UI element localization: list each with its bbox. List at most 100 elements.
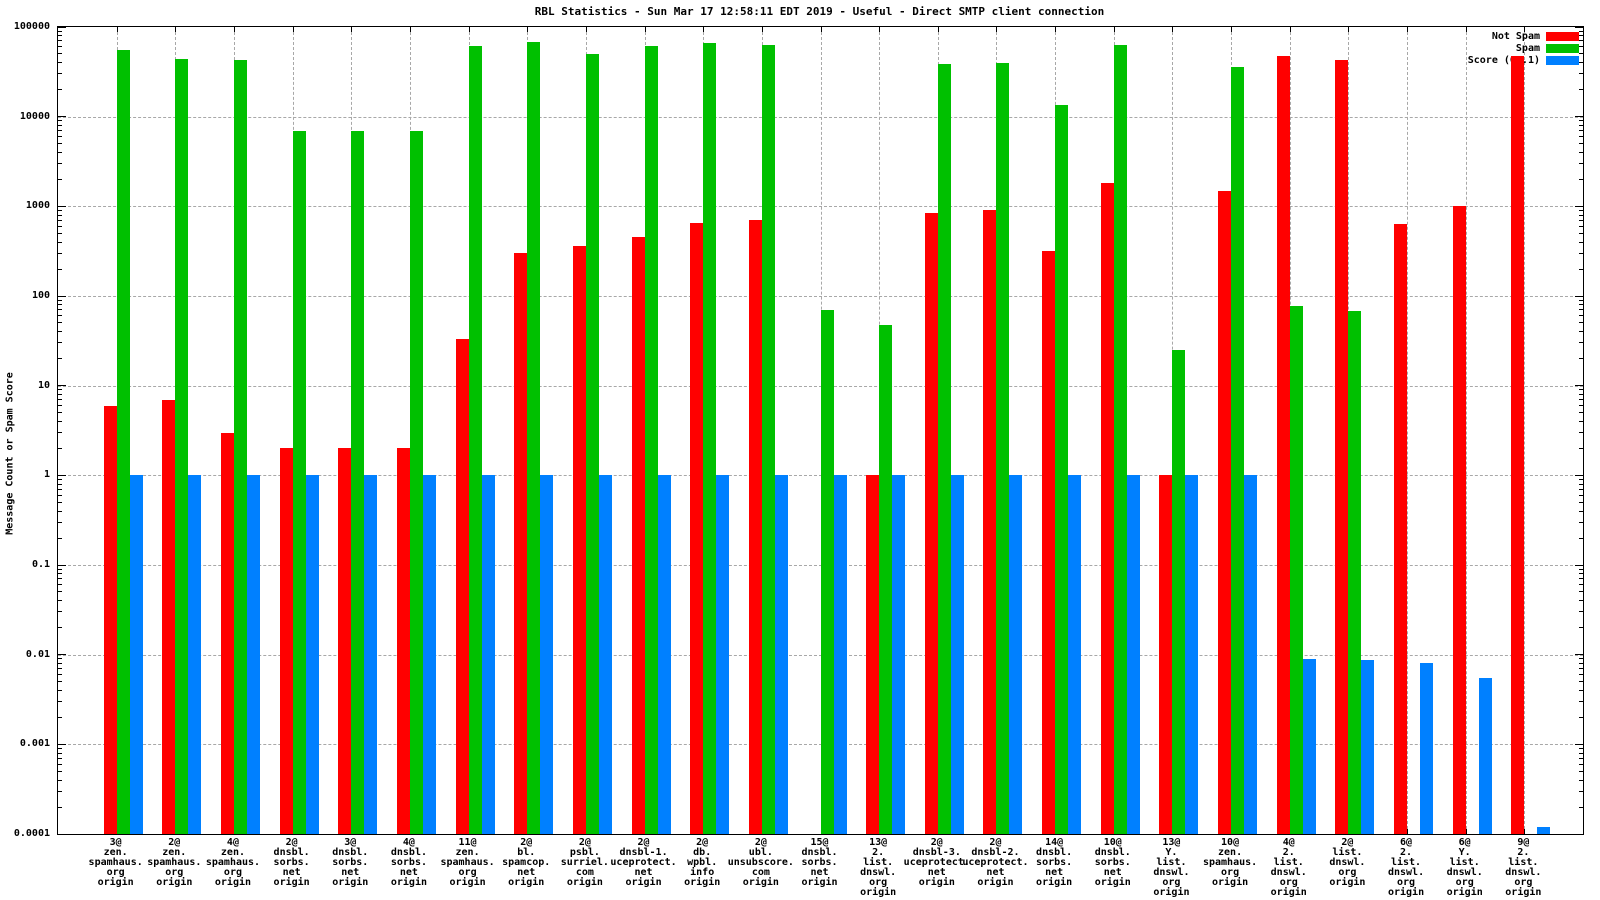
x-tick: [293, 27, 294, 32]
x-tick-label: 2@ db. wpbl. info origin: [647, 838, 757, 888]
x-tick-label-line: origin: [801, 877, 838, 888]
bar-score-0-1--18: [1185, 475, 1198, 834]
x-tick: [351, 27, 352, 32]
x-tick-label-line: origin: [1329, 877, 1366, 888]
y-minor-tick: [1579, 46, 1583, 48]
h-gridline: [58, 296, 1583, 297]
y-minor-tick: [58, 747, 62, 749]
y-minor-tick: [1579, 241, 1583, 243]
bar-score-0-1--23: [1479, 678, 1492, 834]
y-minor-tick: [1579, 315, 1583, 317]
y-minor-tick: [58, 763, 62, 765]
x-tick-label-line: origin: [390, 877, 427, 888]
y-minor-tick: [1579, 488, 1583, 490]
bar-not-spam-16: [1042, 251, 1055, 834]
y-minor-tick: [1579, 62, 1583, 64]
x-tick-label-line: unsubscore.: [727, 857, 794, 868]
x-tick-label-line: org: [458, 867, 477, 878]
x-tick-label-line: 3@: [109, 837, 122, 848]
y-major-tick: [1575, 385, 1583, 387]
x-tick-label: 4@ zen. spamhaus. org origin: [178, 838, 288, 888]
x-tick-label-line: origin: [214, 877, 252, 888]
x-tick: [762, 27, 763, 32]
y-minor-tick: [1579, 268, 1583, 270]
bar-not-spam-13: [866, 475, 879, 834]
x-tick-label-line: 2.: [1282, 847, 1295, 858]
bar-score-0-1--11: [775, 475, 788, 834]
y-minor-tick: [58, 268, 62, 270]
h-gridline: [58, 475, 1583, 477]
y-minor-tick: [1579, 53, 1583, 55]
x-tick-label-line: 2.: [1517, 847, 1530, 858]
y-minor-tick: [1579, 389, 1583, 391]
y-minor-tick: [58, 779, 62, 781]
y-minor-tick: [1579, 681, 1583, 683]
y-minor-tick: [1579, 214, 1583, 216]
x-tick-label-line: net: [282, 867, 301, 878]
y-minor-tick: [1579, 143, 1583, 145]
x-tick: [117, 27, 118, 32]
y-major-tick: [1575, 295, 1583, 297]
x-tick-label: 2@ ubl. unsubscore. com origin: [706, 838, 816, 888]
bar-score-0-1--13: [892, 475, 905, 834]
x-tick-label-line: list.: [1156, 857, 1187, 868]
y-minor-tick: [58, 399, 62, 401]
x-tick-label-line: dnsbl.: [273, 847, 310, 858]
y-minor-tick: [58, 757, 62, 759]
x-tick-label-line: list.: [1332, 847, 1363, 858]
bar-not-spam-0: [104, 406, 117, 834]
y-minor-tick: [58, 130, 62, 132]
y-minor-tick: [58, 537, 62, 539]
y-minor-tick: [58, 120, 62, 122]
y-minor-tick: [1579, 232, 1583, 234]
bar-spam-19: [1231, 67, 1244, 834]
y-minor-tick: [58, 163, 62, 165]
y-tick-label: 0.01: [25, 648, 50, 660]
y-major-tick: [58, 116, 66, 118]
bar-not-spam-2: [221, 433, 234, 834]
y-minor-tick: [58, 501, 62, 503]
y-minor-tick: [58, 770, 62, 772]
x-tick-label: 2@ zen. spamhaus. org origin: [119, 838, 229, 888]
y-minor-tick: [58, 143, 62, 145]
x-tick-label-line: sorbs.: [390, 857, 427, 868]
x-tick-label-line: dnsbl.: [332, 847, 369, 858]
y-minor-tick: [58, 668, 62, 670]
y-minor-tick: [58, 178, 62, 180]
x-tick-label-line: zen.: [103, 847, 128, 858]
x-tick-label-line: origin: [1153, 887, 1190, 898]
x-tick-label-line: uceprotect.: [610, 857, 677, 868]
y-minor-tick: [1579, 130, 1583, 132]
y-minor-tick: [58, 241, 62, 243]
bar-not-spam-15: [983, 210, 996, 834]
x-tick-label: 2@ psbl. surriel. com origin: [530, 838, 640, 888]
x-tick-label-line: 10@: [1103, 837, 1122, 848]
x-tick-label-line: 2.: [872, 847, 885, 858]
x-tick: [410, 27, 411, 32]
bar-spam-15: [996, 63, 1009, 834]
y-minor-tick: [1579, 432, 1583, 434]
bar-score-0-1--2: [247, 475, 260, 834]
x-tick-label-line: spamhaus.: [88, 857, 143, 868]
x-tick: [1524, 27, 1525, 32]
x-tick-label-line: origin: [97, 877, 134, 888]
x-tick: [1466, 829, 1467, 834]
x-tick-label: 2@ dnsbl-3. uceprotect. net origin: [882, 838, 992, 888]
bar-score-0-1--17: [1127, 475, 1140, 834]
y-minor-tick: [1579, 573, 1583, 575]
bar-spam-8: [586, 54, 599, 834]
y-minor-tick: [1579, 151, 1583, 153]
bar-spam-4: [351, 131, 364, 834]
bar-spam-18: [1172, 350, 1185, 834]
x-tick-label-line: net: [927, 867, 946, 878]
y-minor-tick: [1579, 73, 1583, 75]
x-tick-label-line: psbl.: [569, 847, 600, 858]
x-tick-label-line: org: [869, 877, 888, 888]
y-major-tick: [1575, 743, 1583, 745]
y-minor-tick: [1579, 304, 1583, 306]
bar-spam-12: [821, 310, 834, 834]
x-tick-label-line: dnsbl-1.: [619, 847, 668, 858]
x-tick-label-line: dnswl.: [1270, 867, 1307, 878]
x-tick-label-line: net: [399, 867, 418, 878]
y-minor-tick: [1579, 299, 1583, 301]
